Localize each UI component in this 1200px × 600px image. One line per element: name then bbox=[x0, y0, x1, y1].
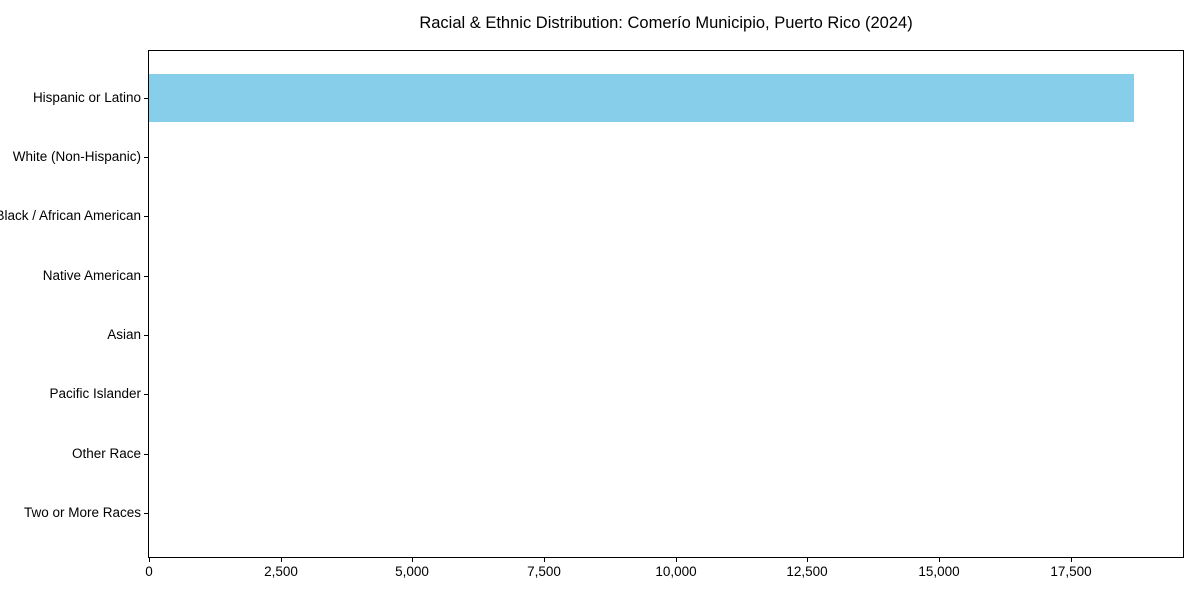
y-tick-mark bbox=[144, 216, 148, 217]
x-tick-mark bbox=[412, 558, 413, 562]
y-tick-label: Hispanic or Latino bbox=[32, 90, 141, 105]
x-tick-label: 2,500 bbox=[264, 564, 298, 579]
y-tick-label: Asian bbox=[107, 327, 141, 342]
x-tick-label: 17,500 bbox=[1050, 564, 1092, 579]
x-tick-label: 12,500 bbox=[786, 564, 828, 579]
x-tick-mark bbox=[676, 558, 677, 562]
x-tick-mark bbox=[939, 558, 940, 562]
x-tick-mark bbox=[281, 558, 282, 562]
y-tick-mark bbox=[144, 335, 148, 336]
y-tick-label: White (Non-Hispanic) bbox=[12, 149, 141, 164]
y-tick-mark bbox=[144, 513, 148, 514]
x-tick-label: 7,500 bbox=[527, 564, 561, 579]
x-tick-label: 0 bbox=[145, 564, 153, 579]
x-tick-mark bbox=[807, 558, 808, 562]
y-tick-label: Two or More Races bbox=[23, 505, 141, 520]
y-tick-label: Native American bbox=[42, 268, 141, 283]
y-axis-labels: Hispanic or Latino White (Non-Hispanic) Bl… bbox=[0, 50, 141, 558]
plot-area bbox=[148, 50, 1184, 558]
x-tick-label: 10,000 bbox=[655, 564, 697, 579]
bar-hispanic-or-latino bbox=[149, 74, 1134, 122]
x-tick-mark bbox=[149, 558, 150, 562]
y-tick-mark bbox=[144, 98, 148, 99]
x-tick-label: 5,000 bbox=[395, 564, 429, 579]
y-tick-label: Pacific Islander bbox=[49, 386, 141, 401]
y-tick-mark bbox=[144, 454, 148, 455]
x-tick-mark bbox=[544, 558, 545, 562]
y-tick-label: Other Race bbox=[71, 446, 141, 461]
chart-title: Racial & Ethnic Distribution: Comerío Mu… bbox=[419, 14, 913, 32]
y-tick-mark bbox=[144, 276, 148, 277]
y-tick-mark bbox=[144, 157, 148, 158]
y-tick-mark bbox=[144, 394, 148, 395]
x-tick-mark bbox=[1071, 558, 1072, 562]
y-tick-label: Black / African American bbox=[0, 208, 141, 223]
x-tick-label: 15,000 bbox=[918, 564, 960, 579]
